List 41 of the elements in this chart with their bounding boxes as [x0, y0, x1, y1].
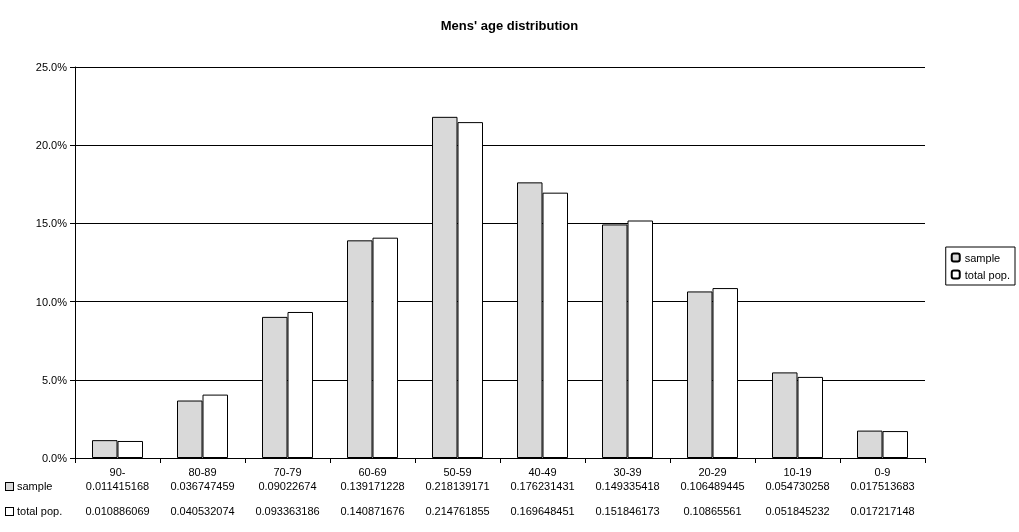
data-label: 0.139171228	[340, 480, 405, 492]
x-tick-label: 90-	[109, 465, 126, 478]
data-label: 0.054730258	[765, 480, 830, 492]
x-tick-label: 70-79	[273, 465, 302, 478]
data-label: 0.051845232	[765, 505, 830, 517]
text: sample	[964, 251, 1001, 264]
y-tick-label: 10.0%	[35, 295, 68, 308]
data-label: 0.10865561	[683, 505, 742, 517]
x-tick-label: 60-69	[358, 465, 387, 478]
chart-title: Mens' age distribution	[440, 18, 579, 33]
legend-label: total pop.	[964, 268, 1011, 281]
x-tick-label: 0-9	[874, 465, 891, 478]
data-label: 0.151846173	[595, 505, 660, 517]
legend-label: sample	[16, 480, 53, 492]
data-label: 0.017217148	[850, 505, 915, 517]
data-label: 0.093363186	[255, 505, 320, 517]
x-tick-label: 30-39	[613, 465, 642, 478]
data-label: 0.106489445	[680, 480, 745, 492]
data-label: 0.011415168	[85, 480, 150, 492]
data-label: 0.140871676	[340, 505, 405, 517]
y-tick-label: 25.0%	[35, 61, 68, 73]
y-tick-label: 20.0%	[35, 139, 68, 152]
y-tick-label: 15.0%	[35, 217, 68, 230]
data-label: 0.040532074	[170, 505, 235, 517]
x-tick-label: 40-49	[528, 465, 557, 478]
data-label: 0.214761855	[425, 505, 490, 517]
data-label: 0.036747459	[170, 480, 235, 492]
data-label: 0.176231431	[510, 480, 575, 492]
y-tick-label: 5.0%	[41, 373, 68, 386]
data-label: 0.010886069	[85, 505, 150, 517]
x-tick-label: 20-29	[698, 465, 727, 478]
data-label: 0.218139171	[425, 480, 490, 492]
data-label: 0.09022674	[258, 480, 317, 492]
data-label: 0.017513683	[850, 480, 915, 492]
data-label: 0.169648451	[510, 505, 575, 517]
x-tick-label: 50-59	[443, 465, 472, 478]
data-label: 0.149335418	[595, 480, 660, 492]
y-tick-label: 0.0%	[41, 452, 68, 464]
text: total pop.	[17, 505, 63, 517]
x-tick-label: 10-19	[783, 465, 812, 478]
x-tick-label: 80-89	[188, 465, 217, 478]
